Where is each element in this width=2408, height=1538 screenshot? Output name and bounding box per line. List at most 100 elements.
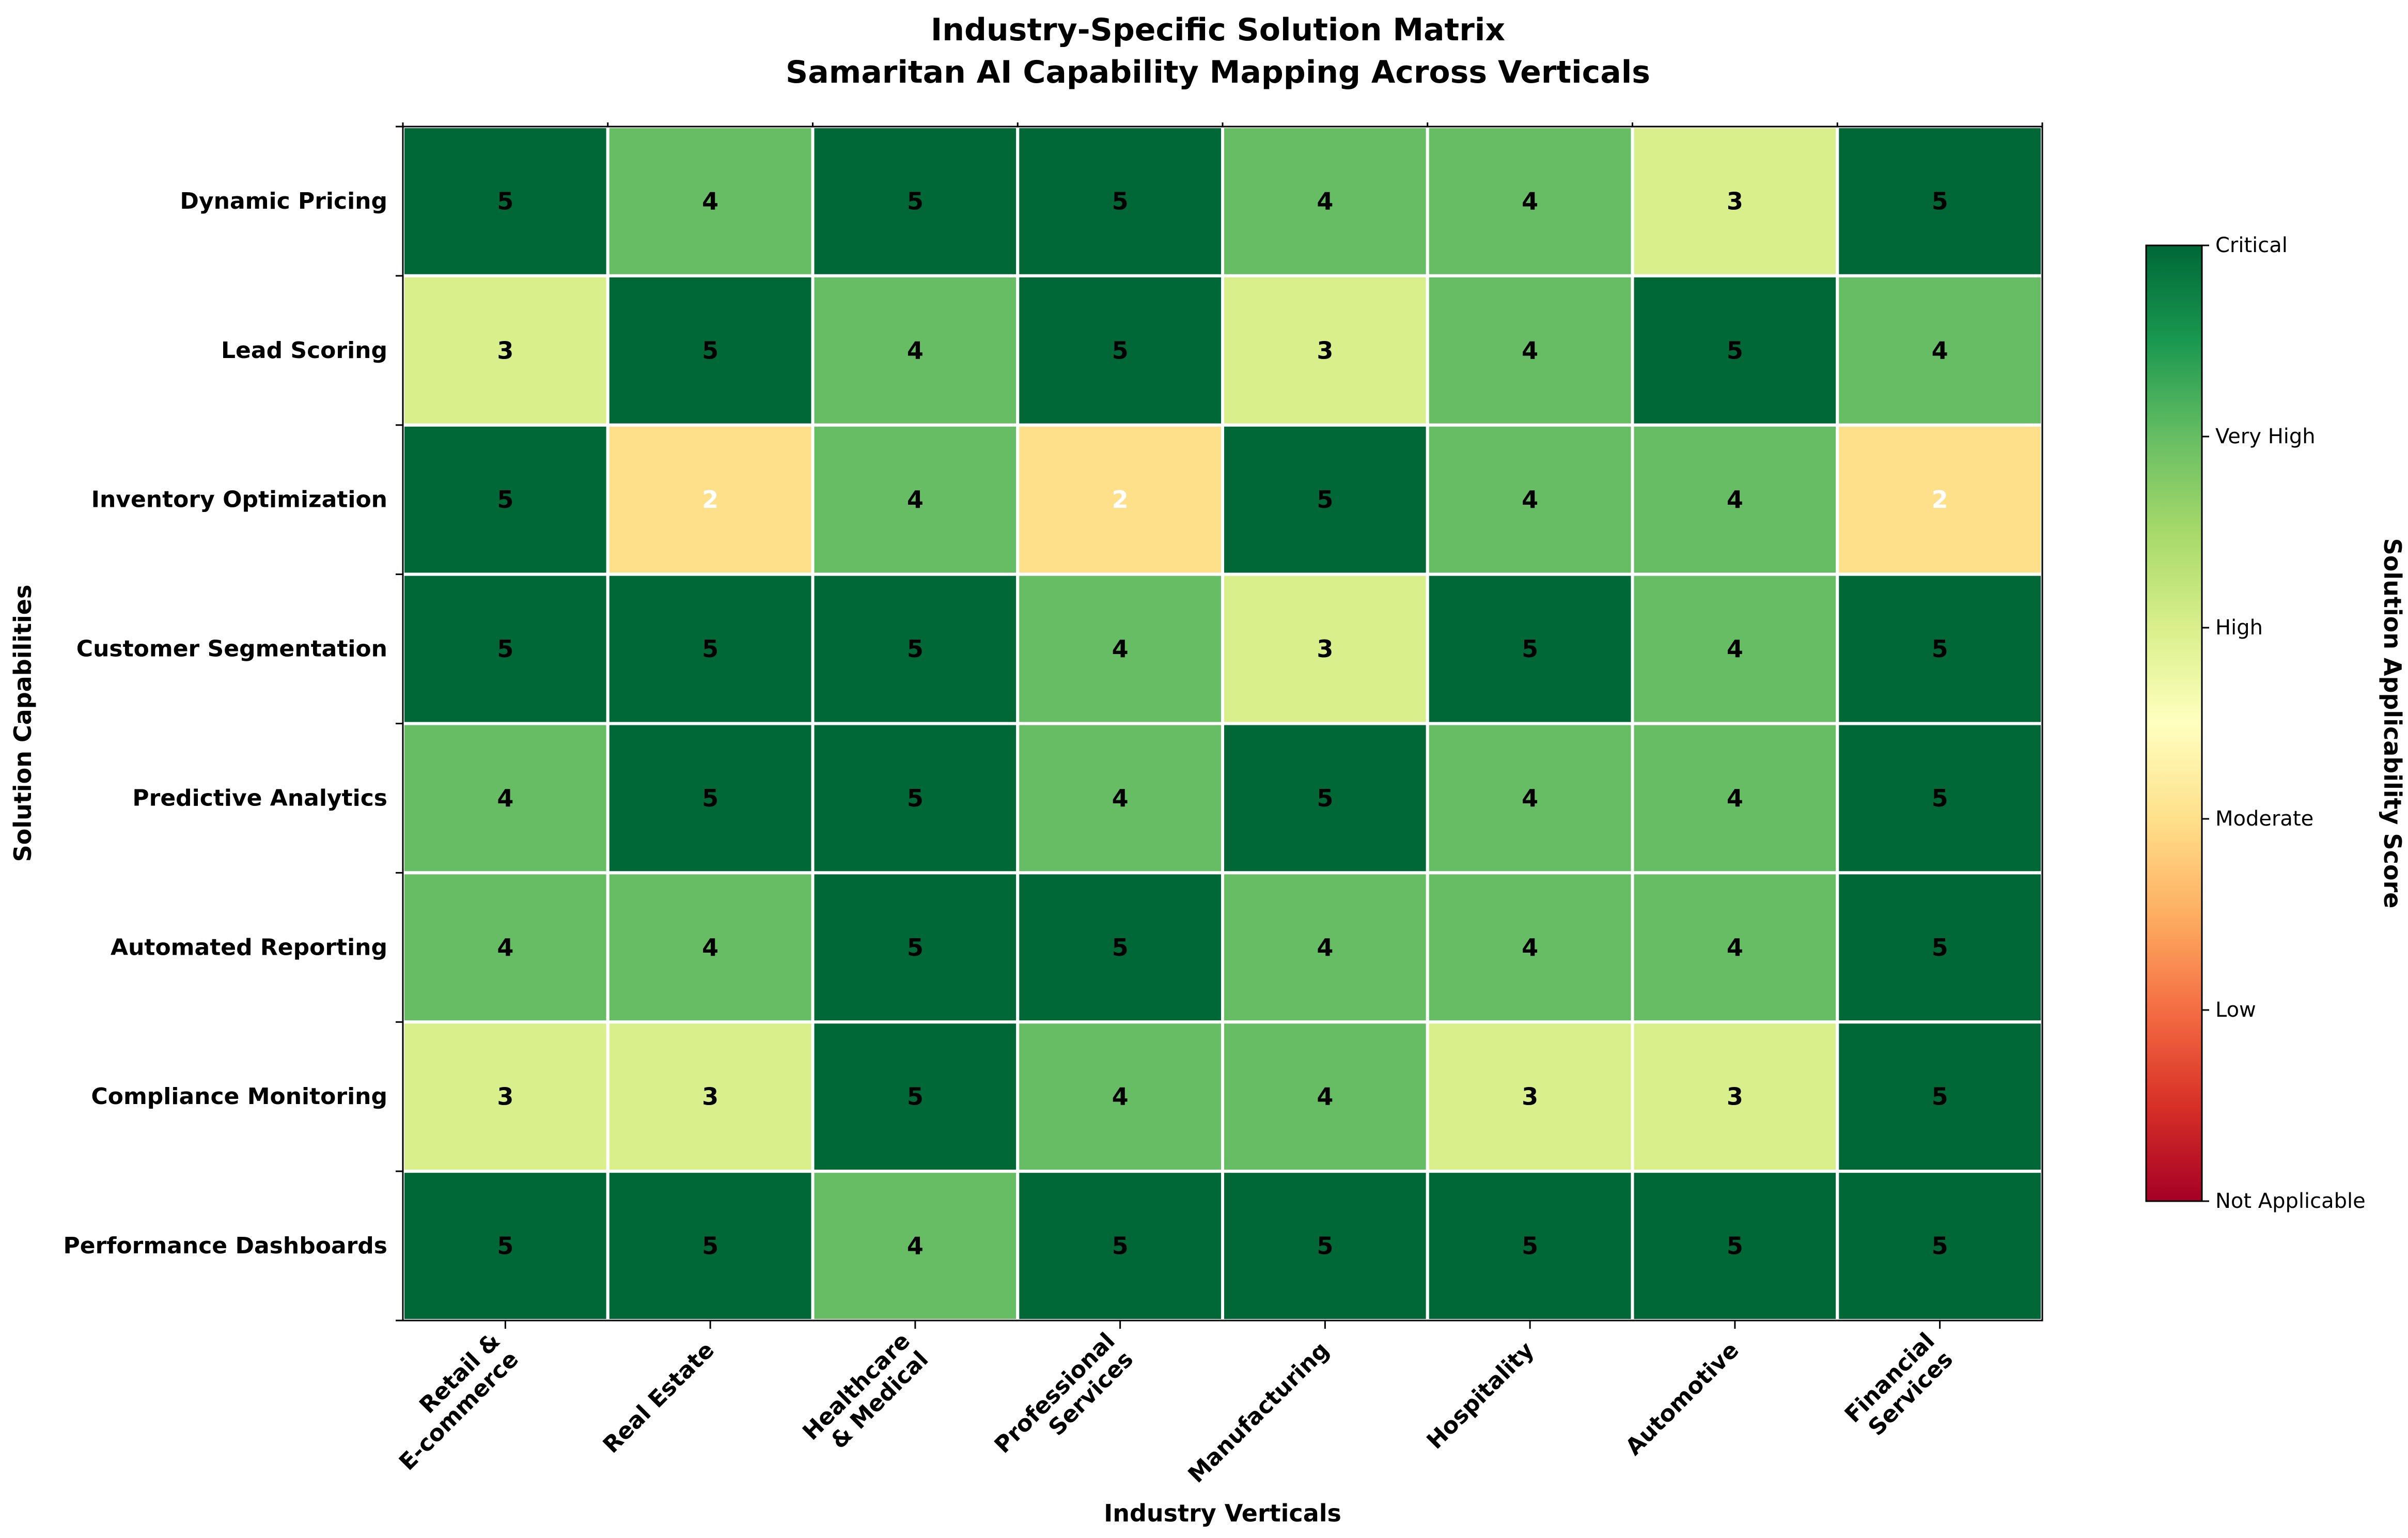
heatmap-cell (1836, 274, 2044, 427)
cell-value-label: 4 (1317, 934, 1333, 961)
cell-value-label: 5 (1112, 934, 1129, 961)
y-tick-label: Compliance Monitoring (91, 1083, 387, 1110)
cell-value-label: 5 (1112, 1232, 1129, 1260)
cell-value-label: 4 (1727, 934, 1743, 961)
heatmap-cell (606, 871, 815, 1024)
cell-value-label: 4 (1522, 486, 1538, 514)
cell-value-label: 5 (497, 1232, 513, 1260)
cell-value-label: 5 (1727, 1232, 1743, 1260)
heatmap-cell (606, 423, 815, 576)
heatmap-cell (811, 871, 1020, 1024)
colorbar-tick-label: Very High (2215, 425, 2316, 448)
cell-value-label: 4 (497, 784, 513, 812)
heatmap-cell-labels: 5 4 5 5 4 4 3 5 3 5 4 5 3 4 5 4 5 2 4 2 5 4 4 2 5 5 5 4 3 5 4 5 4 5 5 4 5 4 4 5… (497, 187, 1948, 1260)
cell-value-label: 3 (1317, 336, 1333, 364)
heatmap-cell (1836, 1170, 2044, 1322)
colorbar-tick-label: High (2215, 616, 2263, 640)
x-tick-label: Real Estate (598, 1337, 720, 1458)
heatmap-cells (401, 125, 2044, 1322)
cell-value-label: 3 (497, 1083, 513, 1111)
heatmap-cell (1221, 871, 1429, 1024)
cell-value-label: 5 (907, 635, 924, 663)
cell-value-label: 5 (1112, 187, 1129, 215)
cell-value-label: 2 (1932, 486, 1948, 514)
cell-value-label: 4 (1522, 187, 1538, 215)
x-tick-label: Healthcare& Medical (798, 1328, 933, 1464)
colorbar-tick-label: Low (2215, 998, 2256, 1022)
heatmap-cell (1016, 722, 1224, 875)
cell-value-label: 5 (1932, 934, 1948, 961)
cell-value-label: 5 (1112, 336, 1129, 364)
cell-value-label: 4 (907, 1232, 924, 1260)
cell-value-label: 5 (702, 1232, 718, 1260)
colorbar-label: Solution Applicability Score (2379, 538, 2406, 909)
cell-value-label: 5 (907, 934, 924, 961)
cell-value-label: 3 (702, 1083, 718, 1111)
heatmap-cell (1631, 1020, 1839, 1173)
y-tick-label: Dynamic Pricing (180, 188, 387, 214)
cell-value-label: 4 (907, 336, 924, 364)
y-tick-label: Customer Segmentation (76, 636, 387, 662)
y-axis-ticks: Dynamic Pricing Lead Scoring Inventory Opt… (64, 126, 403, 1322)
cell-value-label: 5 (1317, 1232, 1333, 1260)
x-tick-label: ProfessionalServices (990, 1328, 1138, 1477)
heatmap-cell (1631, 572, 1839, 725)
heatmap-cell (1836, 125, 2044, 277)
heatmap-cell (1426, 423, 1634, 576)
heatmap-cell (1631, 423, 1839, 576)
cell-value-label: 4 (1727, 635, 1743, 663)
cell-value-label: 5 (907, 1083, 924, 1111)
heatmap-cell (1221, 1170, 1429, 1322)
heatmap-cell (1631, 722, 1839, 875)
y-tick-label: Lead Scoring (221, 337, 387, 364)
cell-value-label: 3 (1522, 1083, 1538, 1111)
y-tick-label: Performance Dashboards (64, 1233, 388, 1259)
cell-value-label: 4 (1522, 784, 1538, 812)
y-tick-label: Automated Reporting (111, 934, 387, 960)
cell-value-label: 4 (702, 187, 718, 215)
cell-value-label: 5 (702, 635, 718, 663)
cell-value-label: 5 (497, 635, 513, 663)
colorbar-tick-label: Moderate (2215, 807, 2313, 831)
cell-value-label: 4 (1112, 784, 1129, 812)
cell-value-label: 3 (1317, 635, 1333, 663)
heatmap-cell (1426, 1020, 1634, 1173)
x-tick-label: Retail &E-commerce (376, 1328, 524, 1475)
cell-value-label: 5 (907, 187, 924, 215)
cell-value-label: 4 (1522, 934, 1538, 961)
cell-value-label: 5 (1727, 336, 1743, 364)
y-tick-label: Inventory Optimization (91, 487, 387, 513)
chart-title: Industry-Specific Solution Matrix (931, 12, 1505, 48)
cell-value-label: 5 (1932, 1232, 1948, 1260)
heatmap-cell (1426, 871, 1634, 1024)
colorbar-tick-label: Critical (2215, 234, 2288, 257)
heatmap-cell (1221, 722, 1429, 875)
heatmap-cell (1221, 1020, 1429, 1173)
heatmap-cell (1836, 722, 2044, 875)
heatmap-cell (401, 1020, 609, 1173)
x-axis-label: Industry Verticals (1104, 1499, 1341, 1527)
cell-value-label: 5 (1317, 486, 1333, 514)
cell-value-label: 4 (907, 486, 924, 514)
cell-value-label: 2 (702, 486, 718, 514)
cell-value-label: 5 (1317, 784, 1333, 812)
heatmap-cell (606, 274, 815, 427)
cell-value-label: 3 (497, 336, 513, 364)
cell-value-label: 3 (1727, 1083, 1743, 1111)
heatmap-cell (606, 1020, 815, 1173)
cell-value-label: 5 (1932, 635, 1948, 663)
x-tick-label: Automotive (1620, 1337, 1744, 1461)
cell-value-label: 4 (1727, 486, 1743, 514)
cell-value-label: 5 (1522, 635, 1538, 663)
heatmap-cell (401, 572, 609, 725)
cell-value-label: 4 (1932, 336, 1948, 364)
heatmap-cell (811, 572, 1020, 725)
cell-value-label: 4 (1112, 1083, 1129, 1111)
heatmap-cell (1631, 871, 1839, 1024)
cell-value-label: 5 (1932, 187, 1948, 215)
chart-subtitle: Samaritan AI Capability Mapping Across V… (786, 54, 1650, 90)
cell-value-label: 4 (1317, 187, 1333, 215)
heatmap-cell (1016, 274, 1224, 427)
cell-value-label: 5 (497, 187, 513, 215)
